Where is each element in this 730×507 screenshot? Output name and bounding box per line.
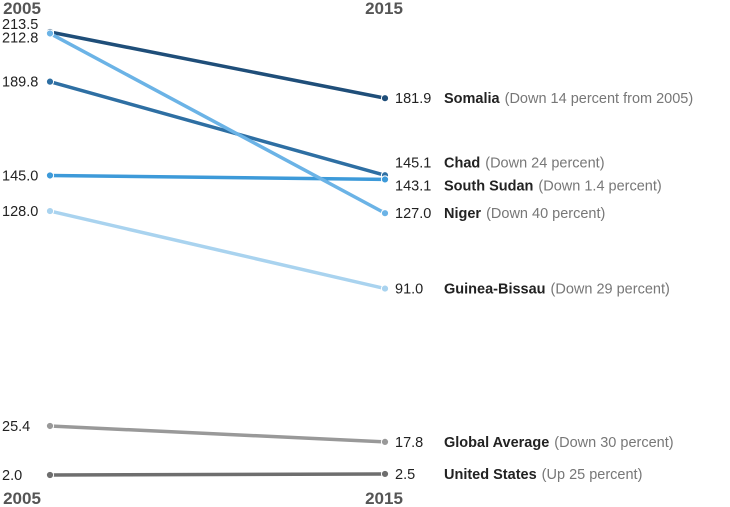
guinea-bissau-point-2005 — [45, 206, 55, 216]
series-lines — [45, 27, 390, 480]
guinea-bissau-value-2015: 91.0 — [395, 282, 423, 298]
guinea-bissau-change-note: (Down 29 percent) — [551, 282, 670, 298]
somalia-value-2015: 181.9 — [395, 91, 431, 107]
somalia-value-2005: 213.5 — [2, 17, 38, 33]
top-year-label-start: 2005 — [3, 0, 41, 18]
global-average-change-note: (Down 30 percent) — [554, 435, 673, 451]
bottom-year-label-end: 2015 — [365, 489, 403, 507]
series-labels: 213.5 181.9 Somalia (Down 14 percent from 2… — [2, 17, 693, 484]
global-average-name-label: Global Average — [444, 435, 549, 451]
global-average-point-2015 — [380, 437, 390, 447]
chad-value-2005: 189.8 — [2, 75, 38, 91]
guinea-bissau-name-label: Guinea-Bissau — [444, 282, 546, 298]
south-sudan-point-2005 — [45, 171, 55, 180]
niger-change-note: (Down 40 percent) — [486, 206, 605, 222]
chad-change-note: (Down 24 percent) — [485, 155, 604, 171]
united-states-value-2005: 2.0 — [2, 468, 22, 484]
chad-name-label: Chad — [444, 155, 480, 171]
united-states-line — [48, 472, 387, 477]
global-average-value-2005: 25.4 — [2, 419, 30, 435]
united-states-name-label: United States — [444, 467, 537, 483]
niger-point-2015 — [380, 209, 390, 218]
south-sudan-value-2005: 145.0 — [2, 168, 38, 184]
global-average-value-2015: 17.8 — [395, 435, 423, 451]
global-average-point-2005 — [45, 421, 55, 431]
united-states-point-2015 — [380, 469, 390, 479]
year-labels: 2005 2015 2005 2015 — [3, 0, 403, 507]
guinea-bissau-line — [48, 209, 387, 291]
south-sudan-name-label: South Sudan — [444, 178, 533, 194]
somalia-point-2015 — [380, 94, 390, 103]
guinea-bissau-value-2005: 128.0 — [2, 204, 38, 220]
chad-line — [48, 79, 387, 178]
south-sudan-line — [48, 173, 387, 182]
somalia-line — [48, 30, 387, 100]
south-sudan-change-note: (Down 1.4 percent) — [538, 178, 661, 194]
chad-value-2015: 145.1 — [395, 155, 431, 171]
niger-point-2005 — [45, 29, 55, 38]
niger-value-2005: 212.8 — [2, 30, 38, 46]
guinea-bissau-point-2015 — [380, 284, 390, 293]
bottom-year-label-start: 2005 — [3, 489, 41, 507]
somalia-change-note: (Down 14 percent from 2005) — [505, 91, 694, 107]
global-average-line — [48, 424, 387, 444]
south-sudan-value-2015: 143.1 — [395, 178, 431, 194]
top-year-label-end: 2015 — [365, 0, 403, 18]
united-states-point-2005 — [45, 470, 55, 480]
united-states-change-note: (Up 25 percent) — [542, 467, 643, 483]
south-sudan-point-2015 — [380, 175, 390, 184]
niger-value-2015: 127.0 — [395, 206, 431, 222]
chad-point-2005 — [45, 77, 55, 86]
niger-line — [48, 31, 387, 215]
niger-name-label: Niger — [444, 206, 481, 222]
somalia-name-label: Somalia — [444, 91, 501, 107]
united-states-value-2015: 2.5 — [395, 467, 415, 483]
